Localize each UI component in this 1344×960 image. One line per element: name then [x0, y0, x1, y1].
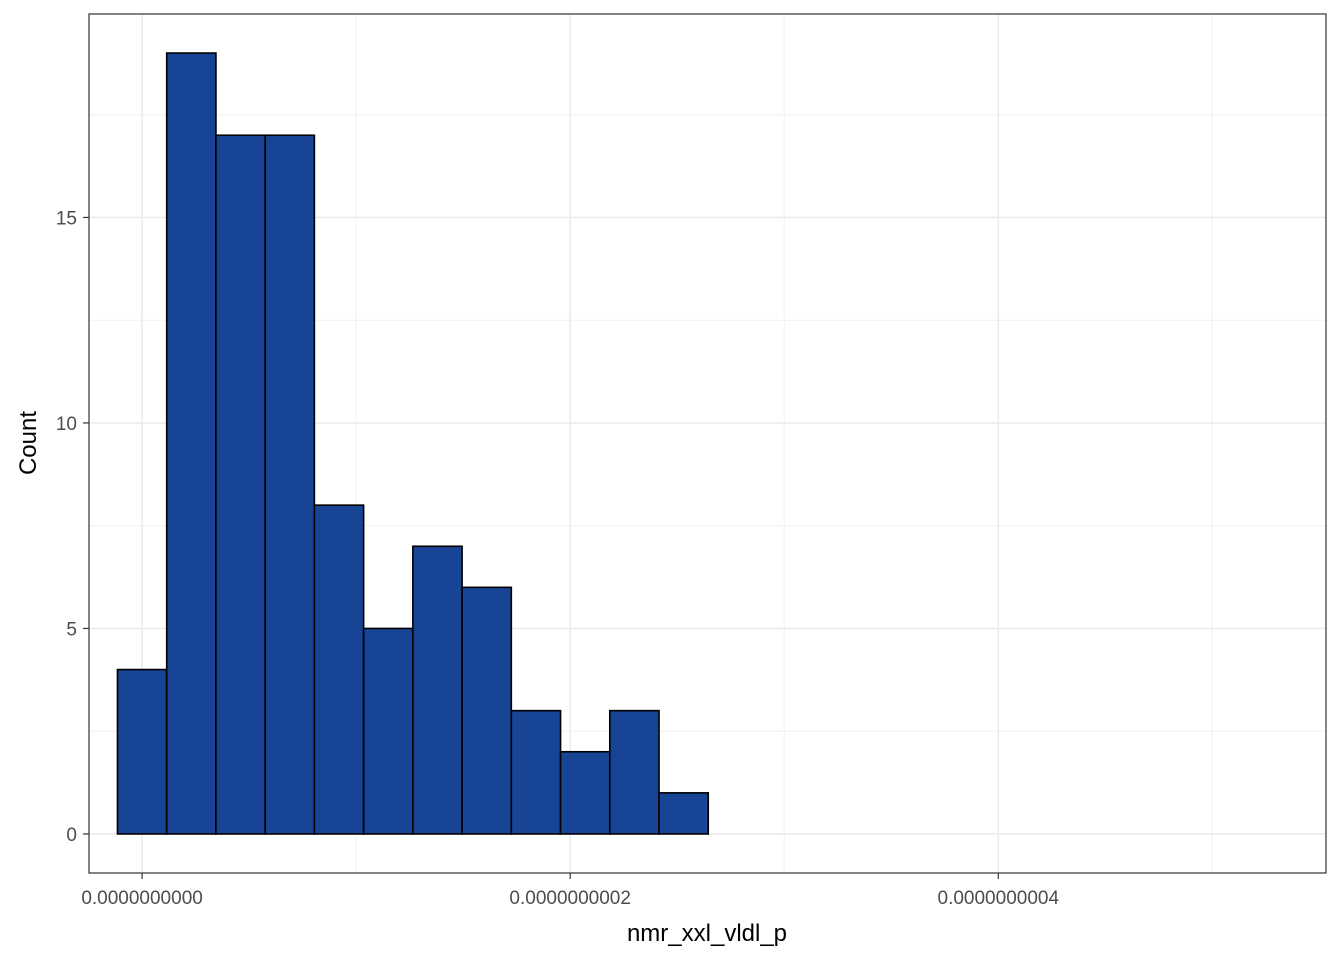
- histogram-bar: [165, 52, 217, 835]
- histogram-bar: [608, 709, 660, 835]
- x-tick-label: 0.0000000000: [81, 888, 203, 909]
- histogram-bar: [116, 668, 168, 835]
- histogram-bar: [313, 504, 365, 835]
- y-axis-title: Count: [15, 411, 42, 475]
- histogram-bar: [559, 750, 611, 835]
- histogram-bar: [362, 627, 414, 835]
- histogram-bar: [264, 134, 316, 835]
- y-axis: 0 5 10 15: [56, 208, 89, 846]
- histogram-bar: [461, 586, 513, 835]
- histogram-bar: [510, 709, 562, 835]
- histogram-bar: [215, 134, 266, 835]
- y-tick-label: 10: [56, 414, 77, 435]
- x-tick-label: 0.0000000002: [509, 888, 631, 909]
- y-tick-label: 0: [66, 825, 77, 846]
- y-tick-label: 15: [56, 208, 77, 229]
- panel-border: [88, 13, 1327, 874]
- histogram-bars: [116, 52, 710, 835]
- x-axis-title: nmr_xxl_vldl_p: [627, 920, 787, 947]
- y-tick-label: 5: [66, 619, 77, 640]
- histogram-bar: [412, 545, 463, 835]
- histogram-bar: [658, 792, 710, 835]
- x-axis: 0.0000000000 0.0000000002 0.0000000004: [81, 873, 1059, 909]
- x-tick-label: 0.0000000004: [938, 888, 1060, 909]
